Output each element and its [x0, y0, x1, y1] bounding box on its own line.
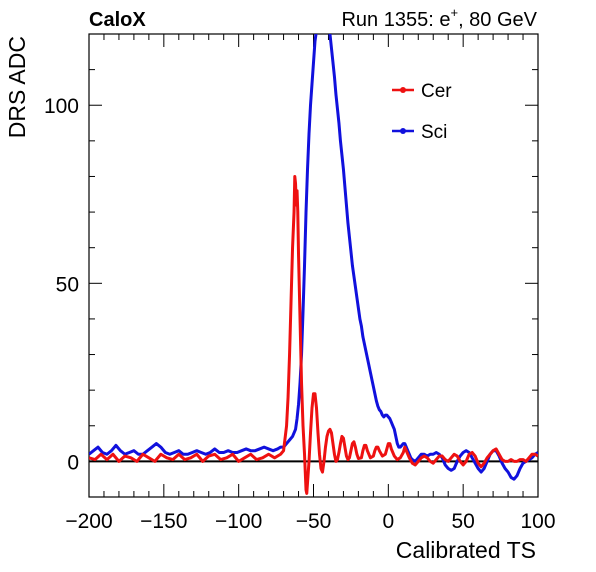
legend-label-sci: Sci	[421, 122, 447, 143]
x-tick-label: −200	[65, 510, 112, 533]
x-tick-label: −150	[140, 510, 187, 533]
axis-tick-labels: −200 −150 −100 −50 0 50 100 0 50 100	[44, 95, 556, 533]
legend-marker-sci	[400, 128, 406, 134]
legend: Cer Sci	[392, 81, 452, 143]
legend-label-cer: Cer	[421, 81, 452, 102]
legend-marker-cer	[400, 87, 406, 93]
plot-frame	[88, 33, 539, 498]
series-group	[89, 34, 538, 495]
x-axis-title: Calibrated TS	[396, 537, 536, 563]
header-right-prefix: Run 1355: e	[341, 9, 450, 31]
x-tick-label: −100	[215, 510, 262, 533]
header-left: CaloX	[89, 9, 146, 31]
series-line-sci	[89, 34, 538, 481]
y-tick-label: 0	[67, 451, 79, 474]
series-line-cer	[89, 174, 538, 495]
x-tick-label: −50	[296, 510, 332, 533]
header-right: Run 1355: e+, 80 GeV	[341, 5, 537, 31]
header-right-superscript: +	[450, 5, 458, 20]
y-tick-label: 50	[56, 273, 79, 296]
x-tick-label: 0	[382, 510, 394, 533]
x-tick-label: 100	[520, 510, 555, 533]
y-tick-label: 100	[44, 95, 79, 118]
axis-ticks	[88, 33, 539, 498]
header-right-suffix: , 80 GeV	[458, 9, 538, 31]
x-tick-label: 50	[451, 510, 474, 533]
y-axis-title: DRS ADC	[4, 36, 30, 138]
